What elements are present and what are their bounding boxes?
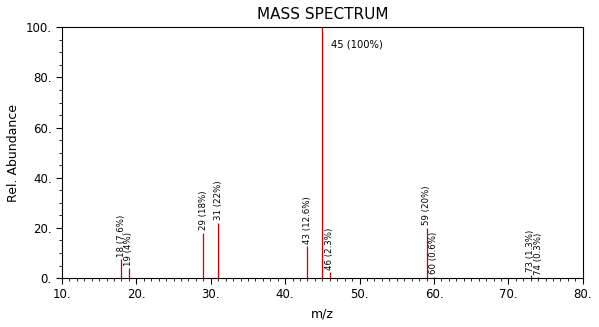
Y-axis label: Rel. Abundance: Rel. Abundance <box>7 104 20 202</box>
X-axis label: m/z: m/z <box>311 307 334 320</box>
Text: 45 (100%): 45 (100%) <box>331 40 383 50</box>
Text: 18 (7.6%): 18 (7.6%) <box>117 214 126 256</box>
Text: 74 (0.3%): 74 (0.3%) <box>534 232 543 275</box>
Text: 29 (18%): 29 (18%) <box>199 191 208 231</box>
Text: 31 (22%): 31 (22%) <box>214 181 223 220</box>
Title: MASS SPECTRUM: MASS SPECTRUM <box>256 7 388 22</box>
Text: 60 (0.6%): 60 (0.6%) <box>429 232 438 274</box>
Text: 43 (12.6%): 43 (12.6%) <box>303 196 312 244</box>
Text: 46 (2.3%): 46 (2.3%) <box>325 228 334 270</box>
Text: 19 (4%): 19 (4%) <box>125 232 134 266</box>
Text: 59 (20%): 59 (20%) <box>422 186 431 225</box>
Text: 73 (1.3%): 73 (1.3%) <box>526 230 536 272</box>
